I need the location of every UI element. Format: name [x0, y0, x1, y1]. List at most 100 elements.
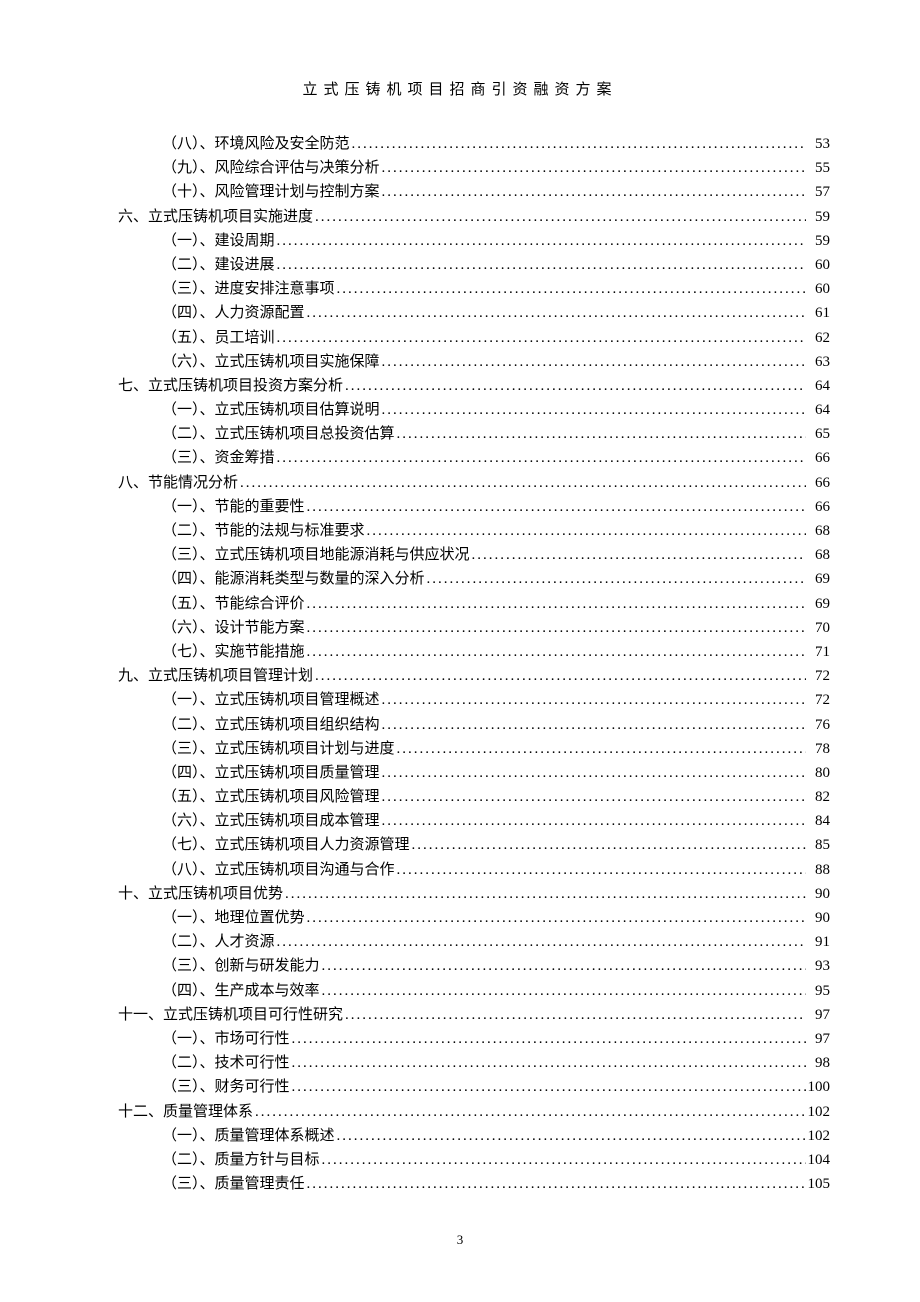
toc-entry-label: 六、立式压铸机项目实施进度: [118, 210, 313, 225]
toc-entry-leader-dots: [343, 1008, 806, 1023]
toc-entry-leader-dots: [275, 331, 806, 346]
toc-entry-page: 90: [806, 887, 830, 902]
toc-entry-label: （二）、质量方针与目标: [162, 1153, 320, 1168]
toc-entry-label: （四）、能源消耗类型与数量的深入分析: [162, 572, 425, 587]
toc-entry-leader-dots: [343, 379, 806, 394]
toc-entry-leader-dots: [320, 959, 806, 974]
toc-entry-leader-dots: [305, 645, 806, 660]
toc-entry-label: （五）、员工培训: [162, 331, 275, 346]
toc-entry-leader-dots: [470, 548, 806, 563]
toc-entry-leader-dots: [238, 476, 806, 491]
toc-entry: 十一、立式压铸机项目可行性研究97: [90, 1008, 830, 1023]
toc-entry-leader-dots: [290, 1056, 806, 1071]
toc-entry-label: （一）、节能的重要性: [162, 500, 305, 515]
toc-entry-page: 93: [806, 959, 830, 974]
toc-entry-leader-dots: [320, 1153, 806, 1168]
toc-entry: （三）、财务可行性100: [90, 1080, 830, 1095]
toc-entry-label: （三）、立式压铸机项目地能源消耗与供应状况: [162, 548, 470, 563]
toc-entry-leader-dots: [305, 306, 806, 321]
toc-entry-label: （九）、风险综合评估与决策分析: [162, 161, 380, 176]
toc-entry-page: 60: [806, 282, 830, 297]
toc-entry-page: 98: [806, 1056, 830, 1071]
toc-entry: （八）、环境风险及安全防范 53: [90, 137, 830, 152]
toc-entry: （六）、立式压铸机项目成本管理 84: [90, 814, 830, 829]
toc-entry-label: （六）、立式压铸机项目成本管理: [162, 814, 380, 829]
toc-entry-label: （一）、地理位置优势: [162, 911, 305, 926]
toc-entry: （二）、质量方针与目标104: [90, 1153, 830, 1168]
toc-entry-leader-dots: [275, 258, 806, 273]
toc-entry: （四）、能源消耗类型与数量的深入分析69: [90, 572, 830, 587]
toc-entry: （一）、立式压铸机项目估算说明64: [90, 403, 830, 418]
toc-entry: 六、立式压铸机项目实施进度 59: [90, 210, 830, 225]
toc-entry-page: 59: [806, 210, 830, 225]
toc-entry-leader-dots: [380, 814, 806, 829]
toc-entry: （四）、立式压铸机项目质量管理80: [90, 766, 830, 781]
toc-entry: （三）、资金筹措66: [90, 451, 830, 466]
toc-entry-page: 62: [806, 331, 830, 346]
toc-entry-label: （二）、建设进展: [162, 258, 275, 273]
toc-entry-leader-dots: [290, 1080, 806, 1095]
toc-entry-leader-dots: [380, 693, 806, 708]
toc-entry-page: 72: [806, 669, 830, 684]
toc-entry-leader-dots: [395, 742, 806, 757]
toc-entry-leader-dots: [320, 984, 806, 999]
toc-entry: 八、节能情况分析66: [90, 476, 830, 491]
toc-entry-page: 55: [806, 161, 830, 176]
toc-entry-leader-dots: [275, 234, 806, 249]
toc-entry: （六）、立式压铸机项目实施保障63: [90, 355, 830, 370]
toc-entry: （一）、质量管理体系概述102: [90, 1129, 830, 1144]
toc-entry-label: （四）、生产成本与效率: [162, 984, 320, 999]
toc-entry-label: （二）、技术可行性: [162, 1056, 290, 1071]
toc-entry-label: （三）、进度安排注意事项: [162, 282, 335, 297]
toc-entry-label: 九、立式压铸机项目管理计划: [118, 669, 313, 684]
toc-entry-page: 68: [806, 524, 830, 539]
toc-entry-page: 65: [806, 427, 830, 442]
toc-entry-leader-dots: [275, 935, 806, 950]
toc-entry-page: 66: [806, 500, 830, 515]
toc-entry: （一）、地理位置优势 90: [90, 911, 830, 926]
toc-entry-leader-dots: [425, 572, 806, 587]
table-of-contents: （八）、环境风险及安全防范 53 （九）、风险综合评估与决策分析 55 （十）、风险管理…: [90, 137, 830, 1192]
toc-entry-page: 95: [806, 984, 830, 999]
toc-entry-page: 100: [806, 1080, 830, 1095]
toc-entry: （五）、节能综合评价69: [90, 597, 830, 612]
toc-entry-page: 105: [806, 1177, 830, 1192]
toc-entry: （二）、立式压铸机项目组织结构76: [90, 718, 830, 733]
toc-entry: 七、立式压铸机项目投资方案分析64: [90, 379, 830, 394]
toc-entry: （一）、立式压铸机项目管理概述72: [90, 693, 830, 708]
page-number: 3: [0, 1232, 920, 1248]
toc-entry: （一）、市场可行性97: [90, 1032, 830, 1047]
toc-entry-label: 十、立式压铸机项目优势: [118, 887, 283, 902]
toc-entry-page: 57: [806, 185, 830, 200]
toc-entry: 十二、质量管理体系102: [90, 1105, 830, 1120]
toc-entry-leader-dots: [380, 355, 806, 370]
toc-entry-label: （二）、节能的法规与标准要求: [162, 524, 365, 539]
toc-entry: （七）、实施节能措施71: [90, 645, 830, 660]
toc-entry: （六）、设计节能方案70: [90, 621, 830, 636]
toc-entry-leader-dots: [253, 1105, 806, 1120]
toc-entry-label: 十一、立式压铸机项目可行性研究: [118, 1008, 343, 1023]
toc-entry-leader-dots: [410, 838, 806, 853]
toc-entry: 十、立式压铸机项目优势 90: [90, 887, 830, 902]
toc-entry-page: 84: [806, 814, 830, 829]
toc-entry-leader-dots: [305, 500, 806, 515]
toc-entry-label: （八）、环境风险及安全防范: [162, 137, 350, 152]
toc-entry-page: 82: [806, 790, 830, 805]
toc-entry-page: 53: [806, 137, 830, 152]
toc-entry-leader-dots: [305, 597, 806, 612]
toc-entry-label: （三）、立式压铸机项目计划与进度: [162, 742, 395, 757]
toc-entry-label: 七、立式压铸机项目投资方案分析: [118, 379, 343, 394]
toc-entry-page: 90: [806, 911, 830, 926]
toc-entry-page: 97: [806, 1032, 830, 1047]
toc-entry-label: （十）、风险管理计划与控制方案: [162, 185, 380, 200]
toc-entry-label: （二）、立式压铸机项目总投资估算: [162, 427, 395, 442]
toc-entry-leader-dots: [290, 1032, 806, 1047]
toc-entry-leader-dots: [380, 766, 806, 781]
toc-entry: （三）、进度安排注意事项 60: [90, 282, 830, 297]
document-page: 立式压铸机项目招商引资融资方案 （八）、环境风险及安全防范53（九）、风险综合评…: [0, 0, 920, 1302]
toc-entry: （四）、人力资源配置61: [90, 306, 830, 321]
toc-entry: （二）、节能的法规与标准要求 68: [90, 524, 830, 539]
toc-entry-label: 十二、质量管理体系: [118, 1105, 253, 1120]
toc-entry: （十）、风险管理计划与控制方案 57: [90, 185, 830, 200]
toc-entry-label: （五）、节能综合评价: [162, 597, 305, 612]
